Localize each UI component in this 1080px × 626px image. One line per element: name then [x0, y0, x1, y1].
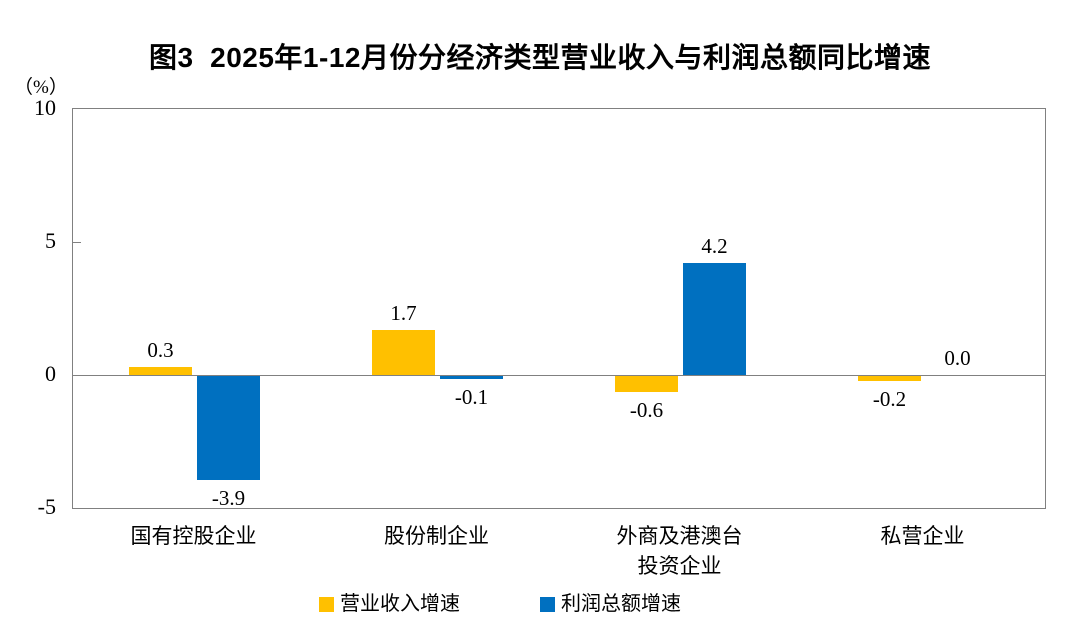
legend-item-label: 营业收入增速: [340, 593, 460, 615]
legend-swatch: [540, 596, 555, 612]
bar-value-label: 4.2: [701, 234, 728, 259]
y-tick-label: 5: [45, 228, 56, 253]
bar-value-label: 1.7: [390, 300, 417, 325]
y-tick-label: 0: [45, 361, 56, 386]
bar-series1-group1: [129, 367, 192, 375]
legend-item: 营业收入增速: [319, 593, 460, 615]
bar-series2-group1: [197, 376, 260, 480]
bar-value-label: -3.9: [211, 485, 246, 510]
legend-item-label: 利润总额增速: [561, 593, 681, 615]
legend-swatch: [319, 596, 334, 612]
bar-value-label: -0.6: [629, 397, 664, 422]
y-axis-unit-label: （%）: [14, 77, 68, 98]
legend: 营业收入增速 利润总额增速: [0, 593, 1000, 615]
bar-value-label: -0.1: [454, 384, 489, 409]
bar-series1-group3: [615, 376, 678, 392]
category-label: 股份制企业: [384, 524, 489, 548]
bar-series2-group2: [440, 376, 503, 379]
bar-series1-group4: [858, 376, 921, 382]
bar-value-label: 0.3: [147, 338, 174, 363]
y-tick-mark: [73, 242, 81, 243]
category-label: 外商及港澳台 投资企业: [616, 524, 743, 578]
y-tick-label: -5: [37, 494, 56, 519]
bar-series2-group3: [683, 263, 746, 375]
bar-value-label: 0.0: [944, 346, 971, 370]
plot-area: 0.3 1.7 -0.6 -0.2 -3.9 -0.1 4.2 0.0: [72, 108, 1046, 510]
category-label: 私营企业: [880, 524, 965, 548]
category-label: 国有控股企业: [130, 524, 257, 548]
chart-title: 图3 2025年1-12月份分经济类型营业收入与利润总额同比增速: [149, 42, 931, 73]
legend-item: 利润总额增速: [540, 593, 681, 615]
bar-series1-group2: [372, 329, 435, 375]
y-tick-label: 10: [34, 95, 56, 120]
bar-value-label: -0.2: [872, 387, 907, 412]
zero-gridline: [73, 375, 1045, 376]
